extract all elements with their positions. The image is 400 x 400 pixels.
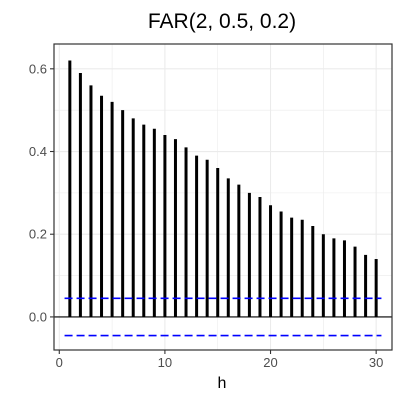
x-tick-label: 10 xyxy=(158,355,172,370)
y-tick-label: 0.4 xyxy=(29,144,47,159)
x-tick-label: 20 xyxy=(263,355,277,370)
y-tick-label: 0.0 xyxy=(29,309,47,324)
y-tick-label: 0.2 xyxy=(29,227,47,242)
y-tick-label: 0.6 xyxy=(29,61,47,76)
x-tick-label: 0 xyxy=(56,355,63,370)
y-axis: 0.0 0.2 0.4 0.6 xyxy=(29,61,54,324)
chart-title: FAR(2, 0.5, 0.2) xyxy=(148,10,296,33)
panel-border xyxy=(53,43,393,351)
x-axis-title: h xyxy=(218,375,227,392)
x-tick-label: 30 xyxy=(369,355,383,370)
bars xyxy=(68,60,378,317)
confidence-bounds xyxy=(64,297,382,337)
grid xyxy=(54,44,392,350)
x-axis: 0 10 20 30 xyxy=(56,350,383,370)
